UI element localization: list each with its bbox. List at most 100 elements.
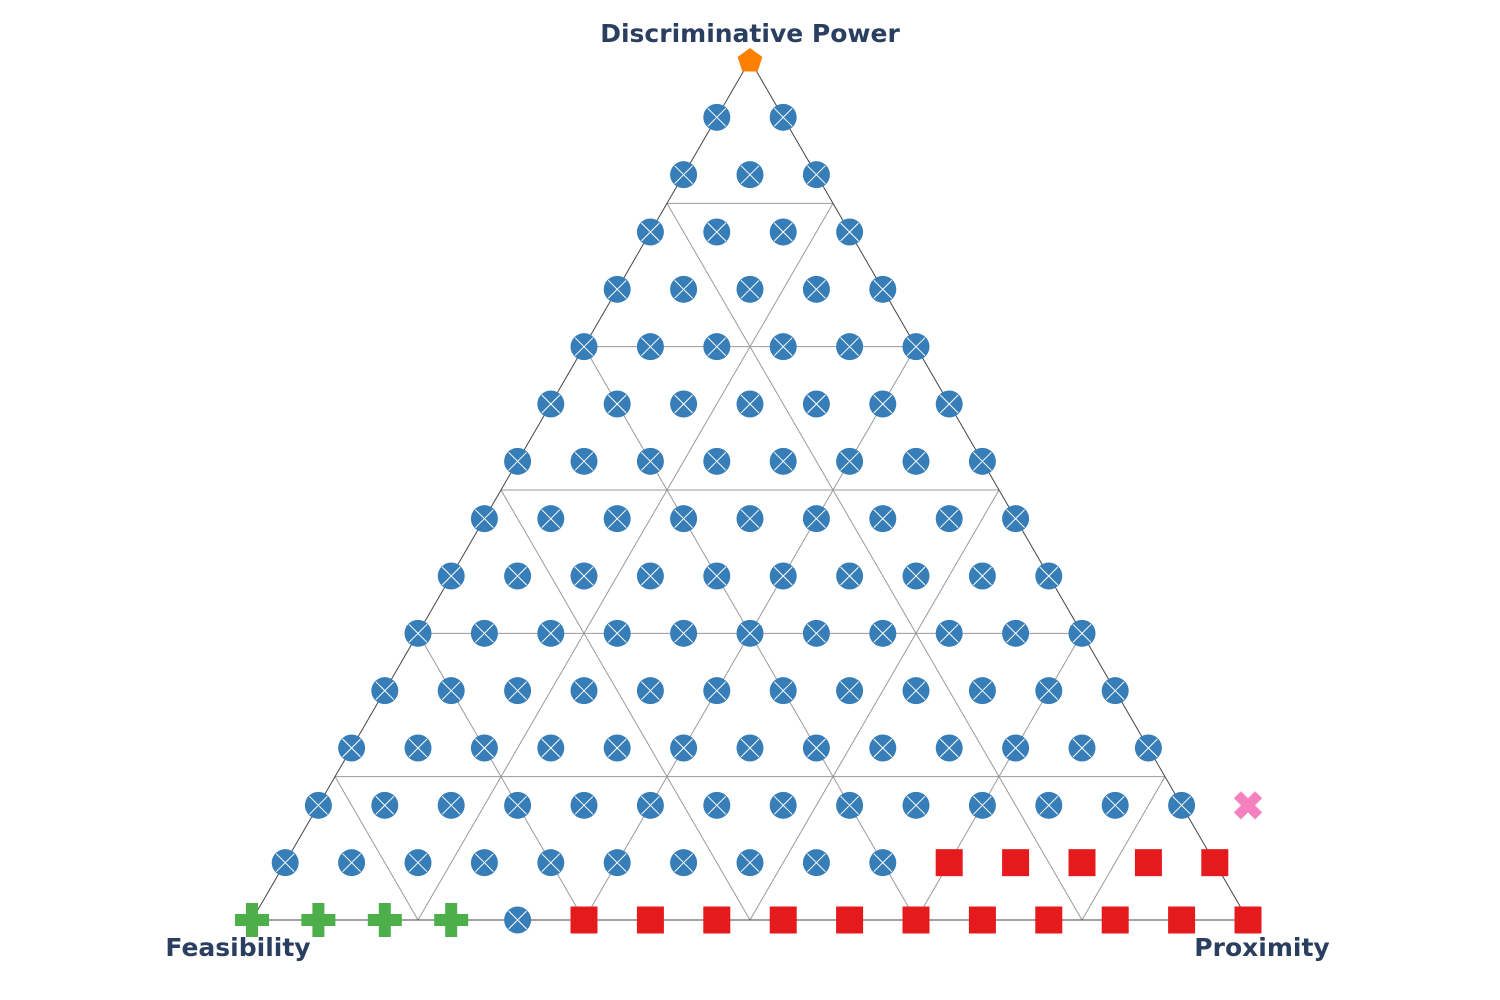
marker-circle bbox=[670, 619, 698, 647]
triangle-edge-left bbox=[251, 59, 751, 921]
marker-circle bbox=[736, 161, 764, 189]
marker-circle bbox=[570, 447, 598, 475]
marker-circle bbox=[670, 161, 698, 189]
marker-x bbox=[1233, 791, 1263, 820]
marker-circle bbox=[570, 562, 598, 590]
marker-circle bbox=[670, 734, 698, 762]
grid-line-l-1 bbox=[417, 203, 834, 921]
marker-circle bbox=[1035, 791, 1063, 819]
marker-cross bbox=[367, 903, 402, 937]
marker-circle bbox=[603, 849, 631, 877]
marker-circle bbox=[670, 505, 698, 533]
marker-square bbox=[968, 906, 996, 934]
marker-circle bbox=[736, 275, 764, 303]
marker-circle bbox=[1035, 562, 1063, 590]
marker-circle bbox=[902, 447, 930, 475]
marker-circle bbox=[437, 791, 465, 819]
marker-circle bbox=[603, 734, 631, 762]
marker-circle bbox=[869, 390, 897, 418]
marker-circle bbox=[504, 562, 532, 590]
marker-square bbox=[1201, 849, 1229, 877]
marker-circle bbox=[902, 333, 930, 361]
marker-circle bbox=[769, 677, 797, 705]
marker-circle bbox=[802, 849, 830, 877]
marker-circle bbox=[703, 218, 731, 246]
marker-circle bbox=[537, 849, 565, 877]
marker-square bbox=[1134, 849, 1162, 877]
marker-square bbox=[1234, 906, 1262, 934]
marker-circle bbox=[703, 333, 731, 361]
marker-circle bbox=[836, 677, 864, 705]
marker-circle bbox=[470, 505, 498, 533]
marker-cross bbox=[301, 903, 336, 937]
marker-square bbox=[703, 906, 731, 934]
marker-circle bbox=[1035, 677, 1063, 705]
marker-circle bbox=[1101, 791, 1129, 819]
marker-circle bbox=[570, 677, 598, 705]
marker-circle bbox=[537, 734, 565, 762]
marker-circle bbox=[836, 218, 864, 246]
marker-circle bbox=[636, 791, 664, 819]
marker-circle bbox=[736, 734, 764, 762]
marker-circle bbox=[670, 390, 698, 418]
marker-circle bbox=[836, 562, 864, 590]
marker-circle bbox=[703, 677, 731, 705]
marker-circle bbox=[869, 734, 897, 762]
marker-circle bbox=[968, 447, 996, 475]
marker-circle bbox=[802, 619, 830, 647]
marker-circle bbox=[769, 103, 797, 131]
marker-square bbox=[769, 906, 797, 934]
marker-circle bbox=[736, 505, 764, 533]
marker-circle bbox=[636, 562, 664, 590]
marker-circle bbox=[670, 849, 698, 877]
marker-circle bbox=[902, 677, 930, 705]
marker-circle bbox=[769, 562, 797, 590]
marker-circle bbox=[802, 390, 830, 418]
grid-line-l-3 bbox=[749, 489, 1000, 921]
grid-line-r-5 bbox=[334, 776, 419, 921]
marker-circle bbox=[636, 333, 664, 361]
marker-circle bbox=[968, 677, 996, 705]
marker-circle bbox=[935, 734, 963, 762]
marker-cross bbox=[434, 903, 469, 937]
marker-circle bbox=[504, 447, 532, 475]
marker-circle bbox=[869, 619, 897, 647]
grid-line-r-1 bbox=[666, 203, 1083, 921]
marker-circle bbox=[935, 505, 963, 533]
marker-pentagon bbox=[737, 48, 763, 72]
marker-circle bbox=[703, 562, 731, 590]
grid-line-r-3 bbox=[500, 489, 751, 921]
marker-square bbox=[1168, 906, 1196, 934]
marker-circle bbox=[304, 791, 332, 819]
marker-circle bbox=[371, 677, 399, 705]
marker-square bbox=[1035, 906, 1063, 934]
marker-circle bbox=[802, 161, 830, 189]
marker-circle bbox=[736, 619, 764, 647]
triangle-edges bbox=[251, 59, 1249, 921]
marker-square bbox=[636, 906, 664, 934]
marker-circle bbox=[836, 333, 864, 361]
marker-circle bbox=[603, 275, 631, 303]
marker-circle bbox=[636, 447, 664, 475]
marker-circle bbox=[769, 791, 797, 819]
marker-circle bbox=[703, 447, 731, 475]
marker-circle bbox=[537, 390, 565, 418]
marker-circle bbox=[935, 619, 963, 647]
marker-circle bbox=[371, 791, 399, 819]
marker-circle bbox=[636, 677, 664, 705]
marker-circle bbox=[470, 849, 498, 877]
marker-circle bbox=[1002, 619, 1030, 647]
marker-circle bbox=[404, 734, 432, 762]
marker-circle bbox=[1068, 734, 1096, 762]
marker-circle bbox=[470, 734, 498, 762]
marker-circle bbox=[504, 677, 532, 705]
marker-circle bbox=[968, 791, 996, 819]
axis-title-left: Feasibility bbox=[165, 933, 310, 962]
marker-circle bbox=[769, 447, 797, 475]
marker-square bbox=[570, 906, 598, 934]
marker-square bbox=[1068, 849, 1096, 877]
marker-circle bbox=[1068, 619, 1096, 647]
marker-circle bbox=[736, 849, 764, 877]
